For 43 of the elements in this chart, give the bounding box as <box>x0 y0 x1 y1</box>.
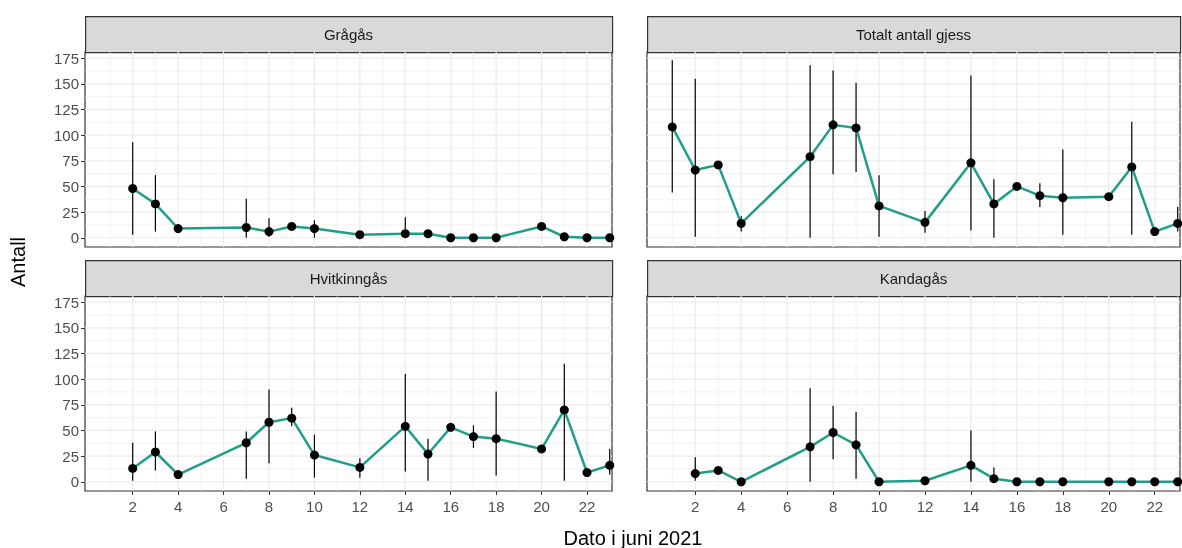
y-tick-label: 100 <box>53 126 79 144</box>
x-tick-label: 6 <box>782 498 792 515</box>
x-tick-label: 20 <box>1100 498 1118 515</box>
y-tick-label: 50 <box>62 177 79 195</box>
x-tick-label: 10 <box>306 498 323 515</box>
y-tick-label: 0 <box>70 229 79 247</box>
x-tick-label: 14 <box>396 498 414 515</box>
x-tick-label: 8 <box>828 498 838 515</box>
y-tick-label: 100 <box>53 370 79 388</box>
y-tick-label: 75 <box>62 152 79 170</box>
x-tick-label: 6 <box>219 498 228 515</box>
y-tick-label: 50 <box>62 421 79 439</box>
x-tick-label: 4 <box>173 498 183 515</box>
chart-title: Totalt antall gjess <box>855 25 972 43</box>
x-tick-label: 2 <box>691 498 700 515</box>
y-tick-label: 25 <box>62 447 79 465</box>
x-tick-label: 16 <box>442 498 460 515</box>
x-tick-label: 12 <box>351 498 369 515</box>
y-tick-label: 75 <box>62 396 79 414</box>
x-tick-label: 14 <box>962 498 980 515</box>
y-tick-label: 150 <box>53 319 79 337</box>
x-tick-label: 18 <box>487 498 505 515</box>
y-tick-label: 125 <box>53 100 79 118</box>
y-tick-label: 0 <box>70 473 79 491</box>
chart-title: Grågås <box>323 25 374 43</box>
x-tick-label: 22 <box>578 498 596 515</box>
y-tick-label: 175 <box>53 49 79 67</box>
x-tick-label: 18 <box>1054 498 1072 515</box>
y-tick-label: 175 <box>53 293 79 311</box>
x-tick-label: 4 <box>737 498 746 515</box>
x-tick-label: 8 <box>264 498 274 515</box>
y-tick-label: 150 <box>53 75 79 93</box>
y-tick-label: 25 <box>62 203 79 221</box>
y-tick-label: 125 <box>53 344 79 362</box>
x-tick-label: 10 <box>870 498 888 515</box>
chart-title: Hvitkinngås <box>309 269 388 287</box>
x-tick-label: 16 <box>1008 498 1026 515</box>
y-axis-title: Antall <box>6 236 30 288</box>
chart-title: Kandagås <box>879 269 948 287</box>
x-tick-label: 22 <box>1146 498 1164 515</box>
x-tick-label: 2 <box>128 498 137 515</box>
x-tick-label: 12 <box>916 498 934 515</box>
x-tick-label: 20 <box>533 498 550 515</box>
